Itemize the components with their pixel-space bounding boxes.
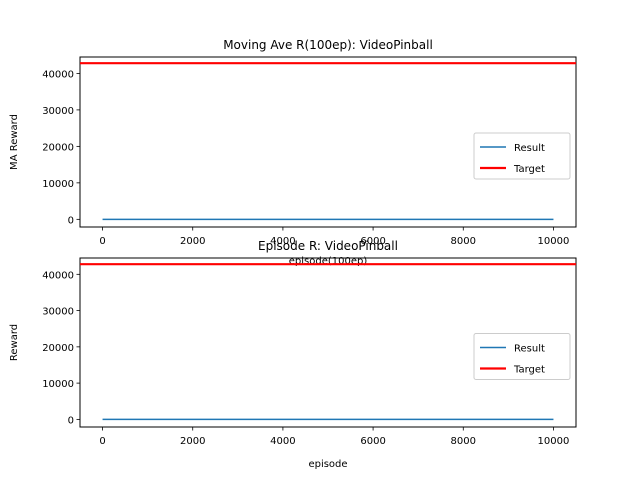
legend-label-target: Target (513, 365, 545, 376)
chart-panel-2: 0 2000 4000 6000 8000 10000010000200003000040… (9, 239, 577, 470)
x-tick-label: 2000 (180, 236, 205, 247)
x-tick-label: 10000 (538, 436, 570, 447)
x-axis-label: episode(100ep) (289, 256, 368, 267)
legend: Result Target (473, 132, 571, 180)
y-axis-label: MA Reward (9, 114, 20, 170)
x-tick-label: 0 (99, 236, 105, 247)
legend-label-result: Result (514, 143, 545, 154)
x-tick-label: 6000 (360, 236, 385, 247)
y-tick-label: 40000 (42, 69, 74, 80)
chart-title: Moving Ave R(100ep): VideoPinball (223, 38, 433, 52)
x-tick-label: 8000 (451, 236, 476, 247)
x-tick-label: 8000 (451, 436, 476, 447)
x-axis-label: episode (308, 459, 347, 470)
y-tick-label: 30000 (42, 307, 74, 318)
x-tick-label: 4000 (270, 436, 295, 447)
x-tick-label: 10000 (538, 236, 570, 247)
x-tick-label: 0 (99, 436, 105, 447)
y-tick-label: 10000 (42, 179, 74, 190)
x-tick-label: 4000 (270, 236, 295, 247)
y-tick-label: 0 (68, 415, 74, 426)
y-tick-label: 20000 (42, 343, 74, 354)
chart-title: Episode R: VideoPinball (258, 239, 398, 253)
axes-frame (79, 56, 577, 228)
legend: Result Target (473, 333, 571, 380)
y-axis-label: Reward (9, 324, 20, 361)
legend-label-result: Result (514, 344, 545, 355)
y-tick-label: 10000 (42, 379, 74, 390)
y-tick-label: 40000 (42, 270, 74, 281)
y-tick-label: 20000 (42, 142, 74, 153)
legend-label-target: Target (513, 164, 545, 175)
x-tick-label: 2000 (180, 436, 205, 447)
axes-frame (79, 257, 577, 428)
chart-panel-1: 0 2000 4000 6000 8000 10000 0 10000 20000 30000 40… (9, 38, 577, 267)
y-tick-label: 0 (68, 215, 74, 226)
y-tick-label: 30000 (42, 106, 74, 117)
x-tick-label: 6000 (360, 436, 385, 447)
